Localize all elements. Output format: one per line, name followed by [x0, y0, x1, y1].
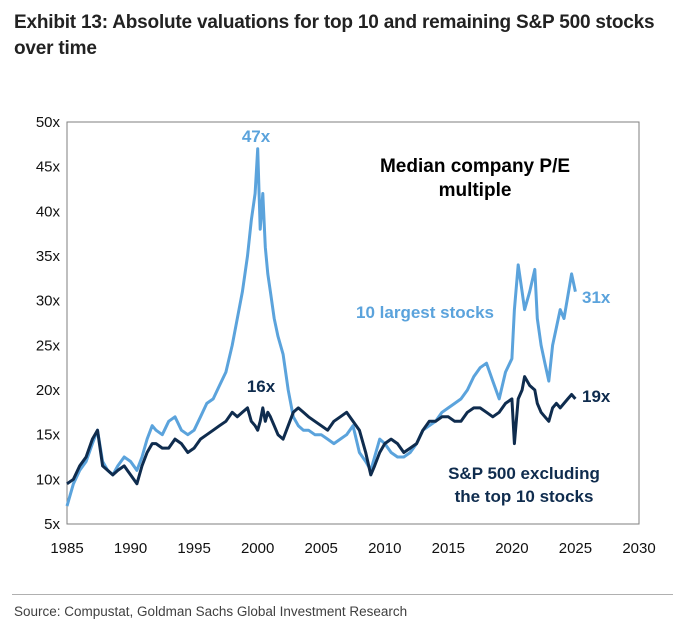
x-tick-label: 2010 [368, 540, 401, 557]
y-tick-label: 40x [36, 203, 61, 220]
chart-title: Exhibit 13: Absolute valuations for top … [14, 12, 655, 59]
x-tick-label: 1990 [114, 540, 147, 557]
y-tick-label: 35x [36, 248, 61, 265]
plot-area-frame [66, 121, 640, 525]
y-tick-label: 50x [36, 114, 61, 131]
y-tick-label: 20x [36, 382, 61, 399]
y-axis: 5x 10x 15x 20x 25x 30x 35x 40x 45x 50x [36, 114, 61, 533]
inner-title-line1: Median company P/E [380, 156, 570, 177]
y-tick-label: 10x [36, 471, 61, 488]
x-tick-label: 2000 [241, 540, 274, 557]
y-tick-label: 15x [36, 427, 61, 444]
x-tick-label: 2020 [495, 540, 528, 557]
series-label-top10: 10 largest stocks [356, 303, 494, 322]
series-label-rest-line2: the top 10 stocks [455, 487, 594, 506]
y-tick-label: 45x [36, 159, 61, 176]
y-tick-label: 25x [36, 337, 61, 354]
annotation-rest-peak: 16x [247, 377, 276, 396]
y-tick-label: 30x [36, 293, 61, 310]
x-axis: 1985 1990 1995 2000 2005 2010 2015 2020 2025 2030 [50, 540, 655, 557]
source-note: Source: Compustat, Goldman Sachs Global … [14, 604, 408, 619]
annotation-top10-end: 31x [582, 288, 611, 307]
inner-title-line2: multiple [439, 180, 512, 201]
series-line-rest [66, 375, 577, 486]
x-tick-label: 2025 [559, 540, 592, 557]
annotation-rest-end: 19x [582, 387, 611, 406]
y-tick-label: 5x [44, 516, 60, 533]
x-tick-label: 2015 [432, 540, 465, 557]
annotation-top10-peak: 47x [242, 127, 271, 146]
x-tick-label: 2030 [622, 540, 655, 557]
x-tick-label: 2005 [305, 540, 338, 557]
series-line-top10 [65, 147, 577, 507]
x-tick-label: 1995 [177, 540, 210, 557]
footer-rule [12, 594, 673, 595]
series-label-rest-line1: S&P 500 excluding [448, 464, 600, 483]
x-tick-label: 1985 [50, 540, 83, 557]
series-layer [65, 147, 577, 507]
